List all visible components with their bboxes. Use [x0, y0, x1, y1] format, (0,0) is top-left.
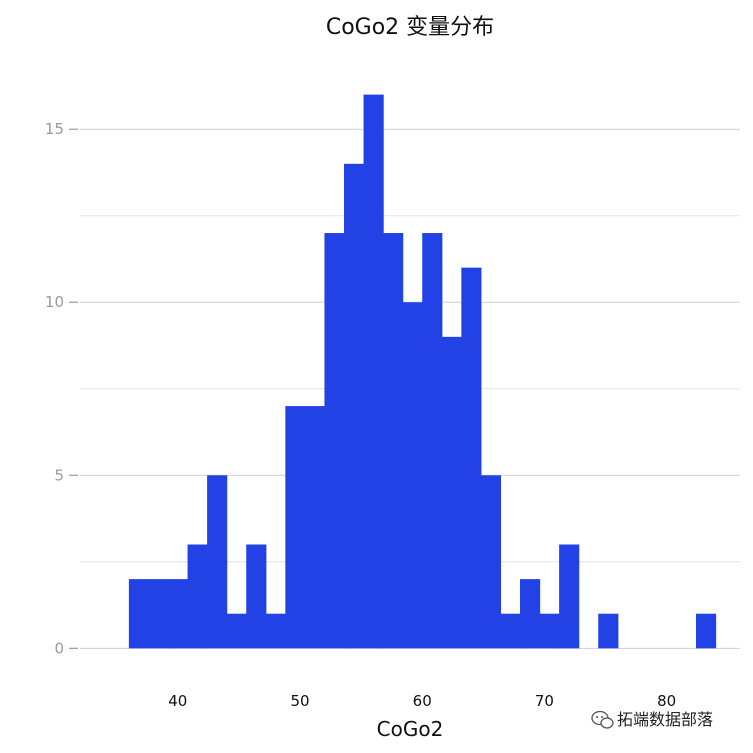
x-tick-label: 80 [657, 692, 676, 710]
x-tick-label: 60 [413, 692, 432, 710]
x-axis: 40 50 60 70 80 [168, 692, 676, 710]
histogram-bar [285, 406, 306, 649]
y-tick-label: 0 [54, 639, 64, 657]
y-tick-label: 5 [54, 466, 64, 484]
watermark: 拓端数据部落 [591, 710, 713, 729]
bars [128, 94, 717, 649]
chart-title: CoGo2 变量分布 [326, 15, 494, 40]
wechat-icon [591, 710, 614, 729]
histogram-bar [168, 579, 189, 649]
histogram-bar [383, 233, 404, 649]
x-axis-label: CoGo2 [377, 717, 444, 741]
histogram-bar [461, 267, 482, 649]
histogram-bar [148, 579, 169, 649]
histogram-bar [598, 613, 619, 649]
histogram-bar [207, 475, 228, 649]
histogram-bar [344, 163, 365, 649]
histogram-bar [539, 613, 560, 649]
x-tick-label: 50 [290, 692, 309, 710]
histogram-bar [187, 544, 208, 649]
histogram-bar [304, 406, 326, 649]
watermark-text: 拓端数据部落 [617, 710, 713, 729]
histogram-bar [265, 613, 286, 649]
histogram-bar [363, 94, 384, 649]
y-tick-label: 15 [45, 120, 64, 138]
histogram-bar [128, 579, 150, 649]
histogram-bar [226, 613, 247, 649]
x-tick-label: 40 [168, 692, 187, 710]
histogram-bar [520, 579, 541, 649]
histogram-bar [324, 233, 345, 649]
histogram-bar [559, 544, 580, 649]
histogram-bar [422, 233, 443, 649]
histogram-bar [441, 336, 462, 649]
histogram-bar [500, 613, 521, 649]
histogram-bar [696, 613, 717, 649]
histogram-bar [246, 544, 267, 649]
histogram-bar [402, 302, 423, 649]
y-axis: 0 5 10 15 [45, 120, 78, 657]
y-tick-label: 10 [45, 293, 64, 311]
x-tick-label: 70 [535, 692, 554, 710]
histogram-bar [480, 475, 502, 649]
